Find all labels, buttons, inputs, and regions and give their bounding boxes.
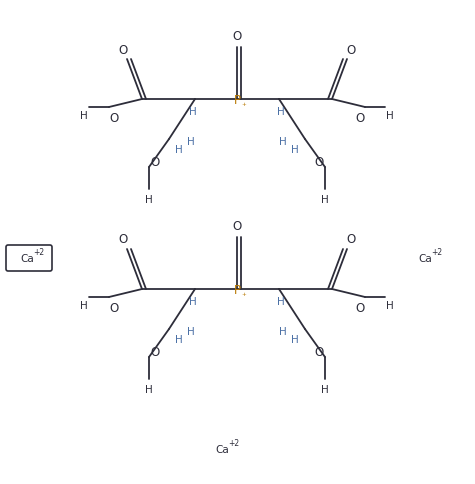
- Text: H: H: [175, 334, 183, 344]
- Text: H: H: [187, 136, 195, 147]
- Text: H: H: [189, 296, 197, 306]
- Text: O: O: [355, 111, 365, 124]
- Text: O: O: [151, 346, 160, 359]
- FancyBboxPatch shape: [6, 245, 52, 272]
- Text: O: O: [346, 233, 356, 246]
- Text: O: O: [314, 156, 323, 169]
- Text: O: O: [151, 156, 160, 169]
- Text: H: H: [277, 296, 285, 306]
- Text: ⁺: ⁺: [242, 292, 247, 301]
- Text: +2: +2: [33, 248, 44, 257]
- Text: H: H: [145, 384, 153, 394]
- Text: O: O: [118, 233, 128, 246]
- Text: O: O: [355, 301, 365, 314]
- Text: H: H: [321, 384, 329, 394]
- Text: Ca: Ca: [215, 444, 229, 454]
- Text: H: H: [80, 301, 88, 310]
- Text: Ca: Ca: [418, 254, 432, 263]
- Text: O: O: [109, 111, 119, 124]
- Text: +2: +2: [431, 248, 442, 257]
- Text: H: H: [187, 326, 195, 336]
- Text: O: O: [314, 346, 323, 359]
- Text: ⁺: ⁺: [242, 102, 247, 111]
- Text: H: H: [386, 111, 394, 121]
- Text: H: H: [277, 107, 285, 117]
- Text: O: O: [109, 301, 119, 314]
- Text: H: H: [386, 301, 394, 310]
- Text: H: H: [279, 136, 287, 147]
- Text: H: H: [189, 107, 197, 117]
- Text: P: P: [234, 283, 240, 296]
- Text: H: H: [279, 326, 287, 336]
- Text: O: O: [346, 44, 356, 56]
- Text: H: H: [321, 195, 329, 205]
- Text: H: H: [145, 195, 153, 205]
- Text: Ca: Ca: [20, 254, 34, 263]
- Text: H: H: [175, 145, 183, 155]
- Text: O: O: [118, 44, 128, 56]
- Text: P: P: [234, 93, 240, 106]
- Text: O: O: [232, 219, 242, 232]
- Text: O: O: [232, 30, 242, 43]
- Text: +2: +2: [228, 439, 239, 448]
- Text: H: H: [291, 145, 299, 155]
- Text: H: H: [80, 111, 88, 121]
- Text: H: H: [291, 334, 299, 344]
